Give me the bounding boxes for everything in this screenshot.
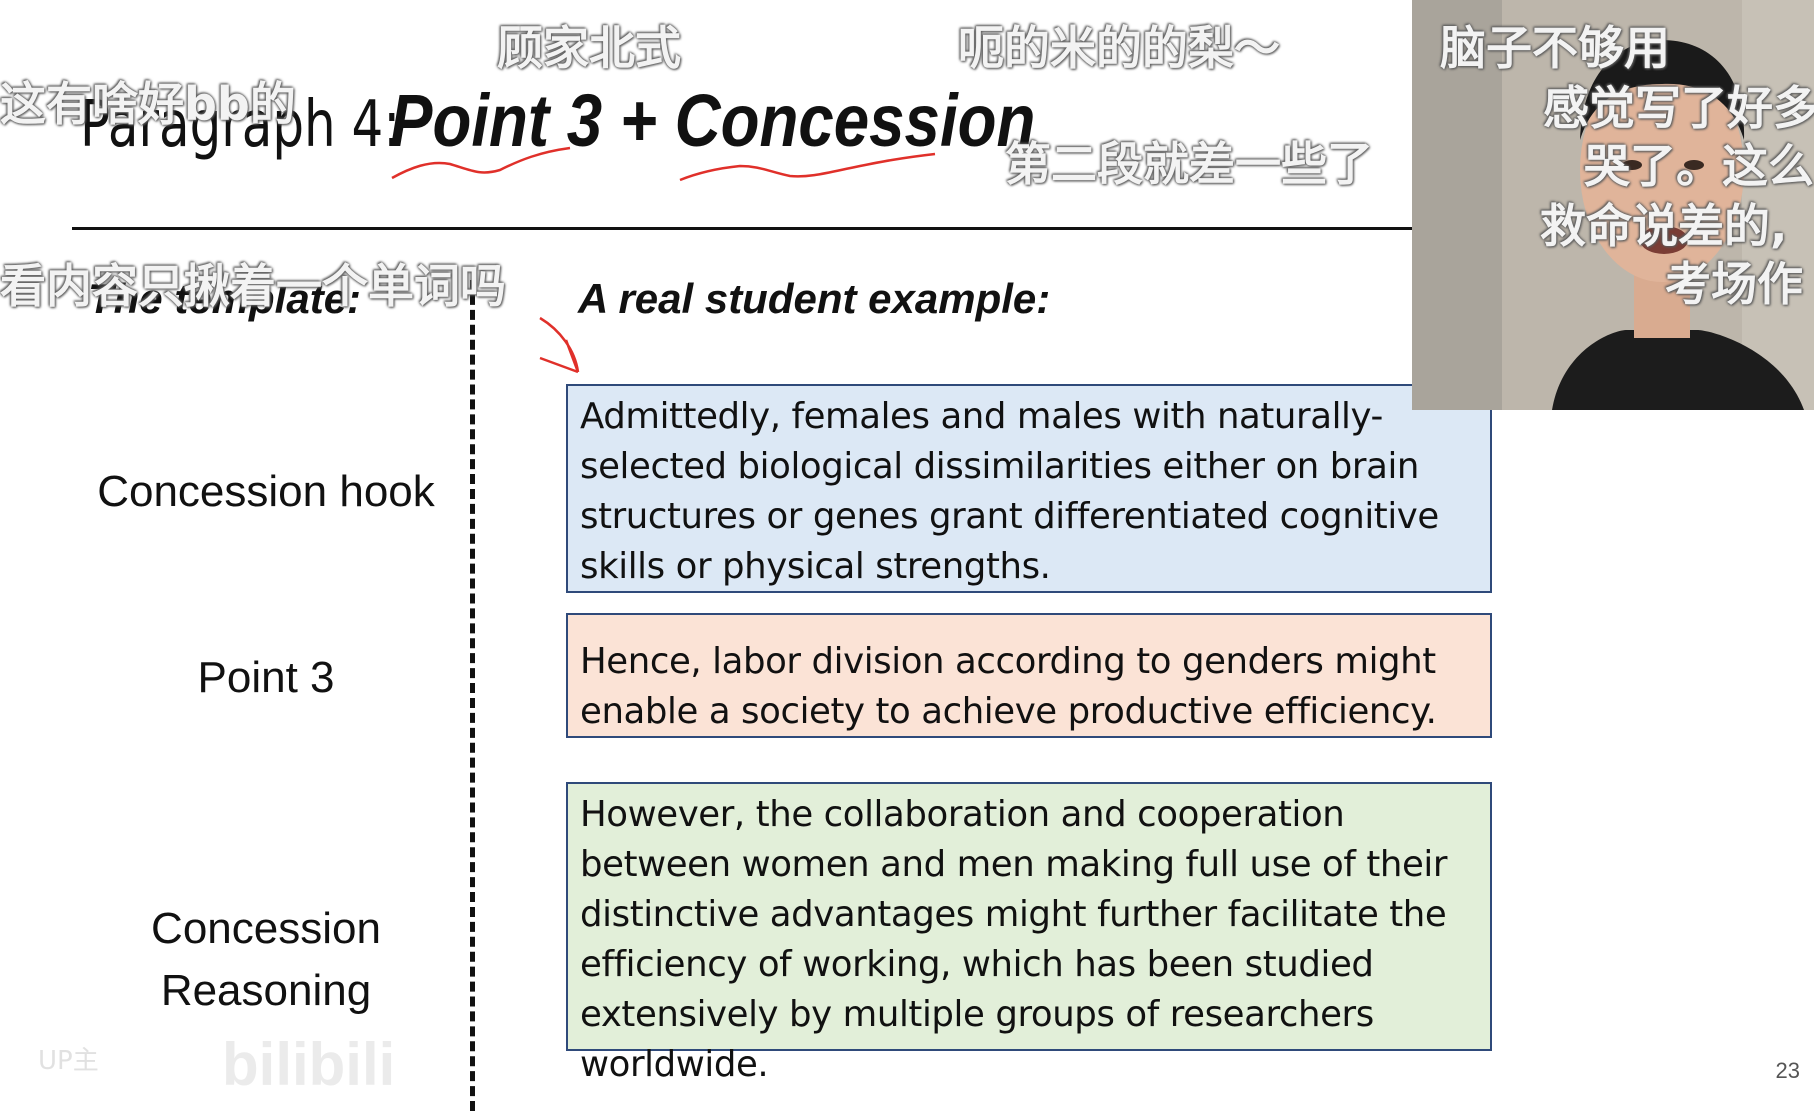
red-arrow-icon [539, 316, 580, 374]
danmaku-comment: 这有啥好bb的 [0, 77, 296, 131]
danmaku-comment: 哭了。这么 [1584, 139, 1814, 193]
title-rule [72, 227, 1412, 230]
danmaku-comment: 看内容只揪着一个单词吗 [0, 259, 506, 313]
example-box-point-3: Hence, labor division according to gende… [566, 613, 1492, 738]
underline-point3 [391, 146, 571, 180]
dashed-divider [470, 280, 475, 1111]
template-item-concession: Concession [151, 904, 381, 953]
page-number: 23 [1775, 1058, 1800, 1083]
red-underline-annotations [391, 146, 936, 374]
danmaku-comment: 脑子不够用 [1440, 21, 1670, 75]
example-box-concession-reasoning: However, the collaboration and cooperati… [566, 782, 1492, 1085]
underline-concession [679, 152, 936, 182]
webcam-overlay [1412, 0, 1814, 410]
example-box-concession-hook: Admittedly, females and males with natur… [566, 384, 1492, 593]
presenter-video [1412, 0, 1814, 410]
title-emphasis: Point 3 + Concession [390, 79, 1036, 162]
template-heading: The template: [88, 275, 362, 322]
danmaku-comment: 救命说差的, [1540, 199, 1788, 253]
template-item-point-3: Point 3 [197, 653, 335, 702]
uploader-watermark: UP主 [38, 1046, 99, 1076]
template-item-reasoning: Reasoning [160, 966, 372, 1015]
danmaku-comment: 顾家北式 [497, 21, 681, 75]
danmaku-comment: 呃的米的的梨～ [958, 21, 1280, 75]
slide-title: Paragraph 4: Point 3 + Concession [80, 78, 1140, 168]
danmaku-comment: 考场作 [1665, 257, 1803, 311]
example-heading: A real student example: [578, 275, 1051, 322]
danmaku-comment: 第二段就差一些了 [1005, 137, 1373, 191]
template-item-concession-hook: Concession hook [97, 467, 435, 516]
bilibili-logo: bilibili [222, 1031, 396, 1098]
danmaku-comment: 感觉写了好多 [1543, 81, 1814, 135]
